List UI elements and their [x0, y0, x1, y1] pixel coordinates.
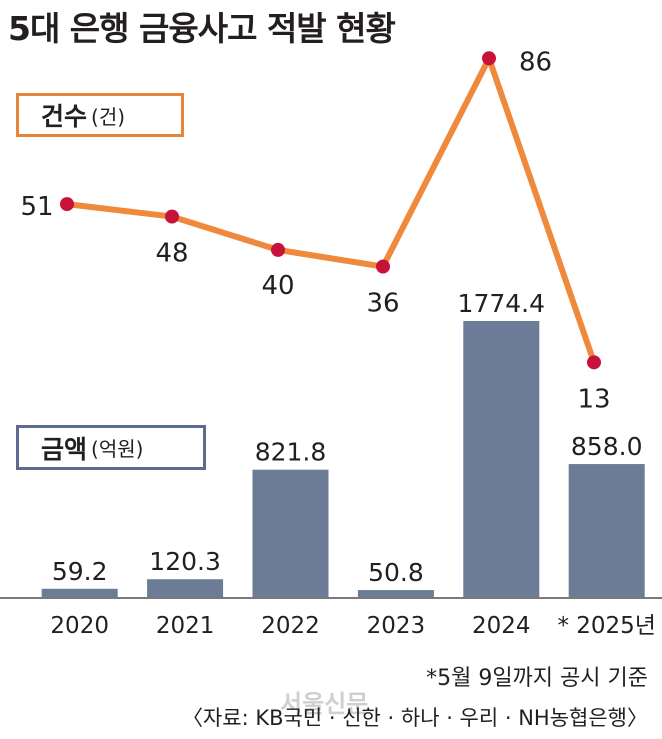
count-value-label-3: 36 — [366, 289, 399, 319]
x-tick-label-0: 2020 — [50, 613, 109, 639]
legend-amount-unit: (억원) — [91, 437, 144, 461]
bar-value-label-0: 59.2 — [52, 557, 108, 586]
source-note: 〈자료: KB국민 · 신한 · 하나 · 우리 · NH농협은행〉 — [181, 706, 648, 730]
count-marker-5 — [587, 355, 601, 370]
bar-5 — [568, 464, 645, 598]
legend-count-unit: (건) — [91, 104, 126, 129]
count-value-label-5: 13 — [577, 384, 610, 414]
count-marker-3 — [376, 259, 390, 274]
x-tick-label-1: 2021 — [156, 613, 215, 639]
bar-series: 59.2 120.3 821.8 50.8 1774.4 858.0 — [41, 289, 645, 598]
bar-value-label-5: 858.0 — [571, 432, 643, 461]
bar-value-label-4: 1774.4 — [458, 289, 545, 318]
count-marker-0 — [60, 197, 74, 212]
count-value-label-0: 51 — [20, 192, 53, 222]
legend-count-label: 건수 — [41, 102, 88, 131]
legend-amount: 금액 (억원) — [16, 425, 206, 470]
x-tick-label-2: 2022 — [261, 613, 320, 639]
count-value-label-1: 48 — [155, 239, 188, 269]
x-tick-label-4: 2024 — [472, 613, 531, 639]
x-tick-label-5: * 2025년 — [557, 613, 656, 639]
bar-0 — [41, 588, 118, 598]
x-tick-label-3: 2023 — [367, 613, 426, 639]
basis-note: *5월 9일까지 공시 기준 — [426, 666, 648, 691]
count-value-label-4: 86 — [519, 47, 552, 77]
bar-3 — [357, 590, 434, 598]
count-value-label-2: 40 — [261, 271, 294, 301]
count-marker-2 — [271, 242, 285, 257]
chart-title: 5대 은행 금융사고 적발 현황 — [8, 9, 396, 48]
bar-1 — [147, 579, 224, 598]
bar-value-label-3: 50.8 — [368, 558, 424, 587]
legend-amount-label: 금액 — [41, 434, 88, 464]
count-line — [64, 55, 597, 366]
bar-value-label-2: 821.8 — [255, 438, 327, 467]
bar-4 — [463, 321, 540, 598]
count-marker-1 — [165, 209, 179, 224]
watermark: 서울신문 — [280, 690, 369, 718]
bar-value-label-1: 120.3 — [149, 547, 221, 576]
bar-2 — [252, 469, 329, 598]
x-axis-labels: 2020 2021 2022 2023 2024 * 2025년 — [50, 613, 656, 639]
line-series: 51 48 40 36 86 13 — [20, 47, 610, 414]
count-marker-4 — [482, 51, 496, 66]
legend-count: 건수 (건) — [16, 93, 184, 137]
